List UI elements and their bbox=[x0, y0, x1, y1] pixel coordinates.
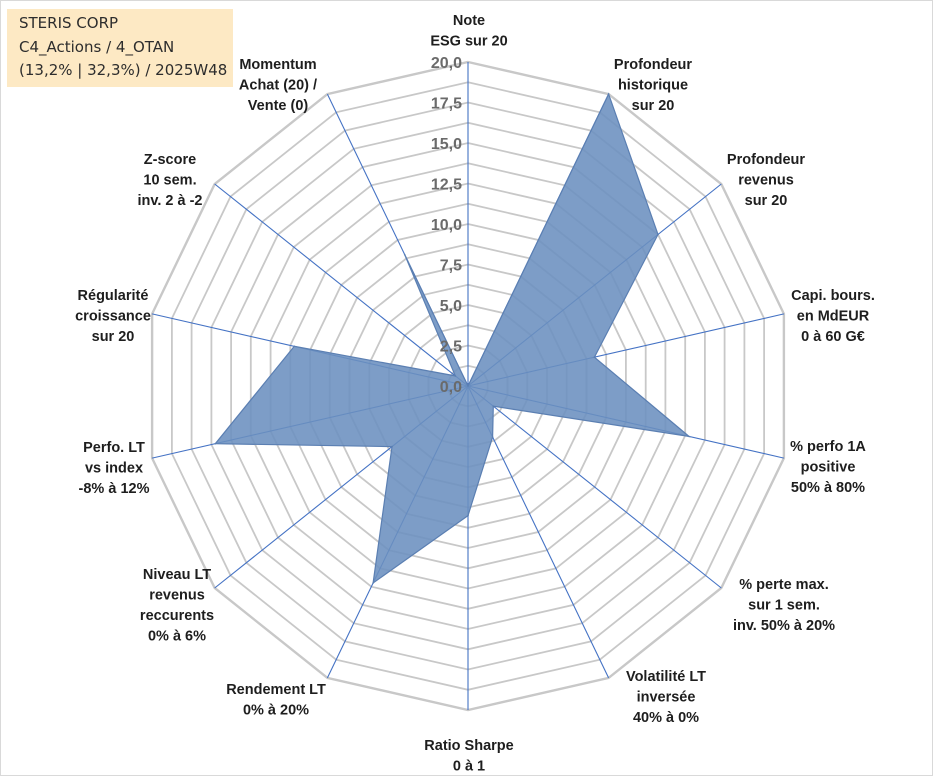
category-label-line: 0% à 6% bbox=[148, 629, 206, 645]
category-label-line: reccurents bbox=[140, 608, 214, 624]
data-point bbox=[467, 514, 469, 517]
tick-label: 10,0 bbox=[431, 217, 462, 234]
data-point bbox=[657, 233, 659, 236]
data-point bbox=[372, 582, 374, 584]
category-label-line: Vente (0) bbox=[248, 98, 309, 114]
category-label-line: sur 1 sem. bbox=[748, 598, 820, 614]
axis-spoke bbox=[214, 183, 469, 387]
category-label: % perte max. sur 1 sem. inv. 50% à 20% bbox=[733, 577, 835, 634]
data-point bbox=[293, 345, 296, 348]
category-label-line: Z-score bbox=[144, 152, 196, 168]
category-label-line: Régularité bbox=[78, 288, 149, 304]
category-label: Capi. bours. en MdEUR 0 à 60 G€ bbox=[791, 288, 875, 345]
category-label-line: sur 20 bbox=[632, 98, 675, 114]
category-label-line: % perte max. bbox=[739, 577, 828, 593]
category-label-line: inversée bbox=[637, 690, 696, 706]
series-area bbox=[214, 92, 692, 585]
category-label-line: ESG sur 20 bbox=[430, 34, 507, 50]
category-label: Volatilité LT inversée 40% à 0% bbox=[626, 669, 706, 726]
tick-label: 7,5 bbox=[440, 258, 462, 275]
category-label: Profondeur historique sur 20 bbox=[614, 57, 692, 114]
tick-label: 20,0 bbox=[431, 55, 462, 72]
data-point bbox=[454, 375, 457, 377]
category-label-line: 0 à 60 G€ bbox=[801, 329, 865, 345]
category-label-line: inv. 2 à -2 bbox=[137, 193, 202, 209]
category-label-line: 0 à 1 bbox=[453, 759, 485, 775]
category-label-line: 50% à 80% bbox=[791, 480, 865, 496]
data-point bbox=[403, 253, 406, 256]
data-point bbox=[214, 442, 217, 445]
category-label-line: % perfo 1A bbox=[790, 439, 866, 455]
category-label: Ratio Sharpe 0 à 1 bbox=[424, 738, 513, 775]
axis-spoke bbox=[467, 385, 722, 589]
category-label: Régularité croissance sur 20 bbox=[75, 288, 151, 345]
category-label-line: en MdEUR bbox=[797, 309, 870, 325]
category-label: % perfo 1A positive 50% à 80% bbox=[790, 439, 866, 496]
category-label-line: Perfo. LT bbox=[83, 440, 145, 456]
category-label-line: Rendement LT bbox=[226, 682, 326, 698]
category-label-line: inv. 50% à 20% bbox=[733, 618, 835, 634]
tick-label: 17,5 bbox=[431, 96, 462, 113]
category-label: Z-score 10 sem. inv. 2 à -2 bbox=[137, 152, 202, 209]
category-label-line: Achat (20) / bbox=[239, 78, 317, 94]
radial-tick-labels: 0,0 2,5 5,0 7,5 10,0 12,5 15,0 17,5 20,0 bbox=[431, 55, 462, 396]
tick-label: 0,0 bbox=[440, 379, 462, 396]
category-label-line: Profondeur bbox=[614, 57, 692, 73]
category-label-line: -8% à 12% bbox=[79, 481, 150, 497]
category-label-line: 10 sem. bbox=[143, 173, 196, 189]
category-label: Profondeur revenus sur 20 bbox=[727, 152, 805, 209]
category-label: Perfo. LT vs index -8% à 12% bbox=[79, 440, 150, 497]
tick-label: 15,0 bbox=[431, 136, 462, 153]
category-label: Niveau LT revenus reccurents 0% à 6% bbox=[140, 567, 214, 645]
data-point bbox=[593, 356, 596, 359]
tick-label: 5,0 bbox=[440, 298, 462, 315]
tick-label: 2,5 bbox=[440, 339, 462, 356]
category-label-line: Volatilité LT bbox=[626, 669, 706, 685]
category-label-line: Capi. bours. bbox=[791, 288, 875, 304]
category-label-line: Momentum bbox=[239, 57, 316, 73]
category-label-line: revenus bbox=[738, 173, 794, 189]
category-label-line: Niveau LT bbox=[143, 567, 211, 583]
category-label-line: vs index bbox=[85, 461, 143, 477]
category-label-line: Ratio Sharpe bbox=[424, 738, 513, 754]
stats-week: (13,2% | 32,3%) / 2025W48 bbox=[19, 61, 228, 79]
portfolio-class: C4_Actions / 4_OTAN bbox=[19, 37, 175, 56]
data-point bbox=[607, 93, 610, 95]
category-label-line: sur 20 bbox=[745, 193, 788, 209]
category-label-line: historique bbox=[618, 78, 688, 94]
category-label: Rendement LT 0% à 20% bbox=[226, 682, 326, 719]
category-label-line: sur 20 bbox=[92, 329, 135, 345]
category-label-line: 0% à 20% bbox=[243, 703, 309, 719]
data-point bbox=[688, 435, 690, 438]
category-label-line: 40% à 0% bbox=[633, 710, 699, 726]
category-label-line: positive bbox=[801, 460, 856, 476]
info-box: STERIS CORP C4_Actions / 4_OTAN (13,2% |… bbox=[7, 9, 233, 87]
data-point bbox=[467, 385, 469, 387]
category-label-line: revenus bbox=[149, 588, 205, 604]
category-labels: Note ESG sur 20 Profondeur historique sur 20… bbox=[75, 13, 875, 775]
company-name: STERIS CORP bbox=[19, 14, 119, 32]
data-point bbox=[391, 445, 393, 448]
category-label: Momentum Achat (20) / Vente (0) bbox=[239, 57, 317, 114]
category-label-line: Note bbox=[453, 13, 485, 29]
category-label-line: Profondeur bbox=[727, 152, 805, 168]
category-label-line: croissance bbox=[75, 309, 151, 325]
data-point bbox=[491, 436, 494, 438]
tick-label: 12,5 bbox=[431, 177, 462, 194]
category-label: Note ESG sur 20 bbox=[430, 13, 507, 50]
data-point bbox=[492, 405, 495, 408]
